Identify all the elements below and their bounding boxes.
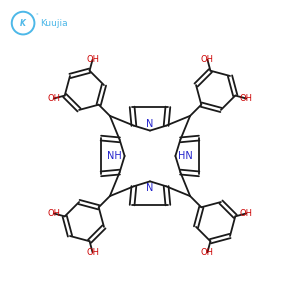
Text: OH: OH [201,55,214,64]
Text: OH: OH [240,209,253,218]
Text: OH: OH [240,94,253,103]
Text: HN: HN [178,151,193,161]
Text: OH: OH [47,94,60,103]
Text: OH: OH [201,248,214,257]
Text: K: K [20,19,26,28]
Text: OH: OH [86,248,99,257]
Text: N: N [146,119,154,129]
Text: NH: NH [107,151,122,161]
Text: OH: OH [47,209,60,218]
Text: OH: OH [86,55,99,64]
Text: °: ° [36,14,39,19]
Text: Kuujia: Kuujia [40,19,68,28]
Text: N: N [146,183,154,193]
